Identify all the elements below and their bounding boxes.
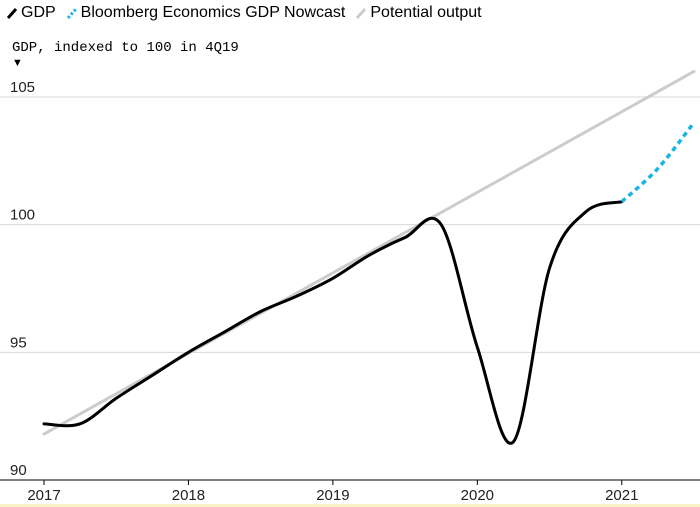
- y-tick-label-105: 105: [10, 79, 35, 96]
- y-axis-title: GDP, indexed to 100 in 4Q19: [12, 40, 239, 56]
- series-layer: [42, 69, 696, 445]
- series-line-bloomberg-economics-gdp-nowcast: [620, 121, 696, 203]
- legend-item-nowcast: Bloomberg Economics GDP Nowcast: [66, 4, 346, 22]
- x-tick-label-2018: 2018: [172, 487, 205, 504]
- legend-swatch-nowcast: [66, 8, 77, 19]
- y-tick-label-95: 95: [10, 334, 27, 351]
- legend-swatch-gdp: [6, 8, 18, 19]
- y-axis-arrow-icon: ▼: [12, 57, 23, 69]
- legend-item-potential: Potential output: [355, 4, 482, 22]
- x-tick-label-2021: 2021: [605, 487, 638, 504]
- x-tick-label-2017: 2017: [27, 487, 60, 504]
- legend-label-nowcast: Bloomberg Economics GDP Nowcast: [80, 4, 346, 21]
- y-tick-label-90: 90: [10, 462, 27, 479]
- series-line-gdp: [42, 200, 624, 445]
- axis-layer: 90 95 100 105 2017 2018 2019 2020 2021: [0, 79, 700, 504]
- bottom-strip: [0, 504, 700, 507]
- legend-label-potential: Potential output: [370, 4, 482, 21]
- legend-item-gdp: GDP: [6, 4, 56, 22]
- series-line-potential-output: [42, 69, 696, 436]
- legend-swatch-potential: [356, 8, 367, 19]
- grid-layer: [0, 96, 700, 353]
- legend-label-gdp: GDP: [21, 4, 56, 21]
- x-tick-label-2019: 2019: [316, 487, 349, 504]
- x-tick-label-2020: 2020: [461, 487, 494, 504]
- chart-legend: GDP Bloomberg Economics GDP Nowcast Pote…: [6, 2, 482, 24]
- y-tick-label-100: 100: [10, 207, 35, 224]
